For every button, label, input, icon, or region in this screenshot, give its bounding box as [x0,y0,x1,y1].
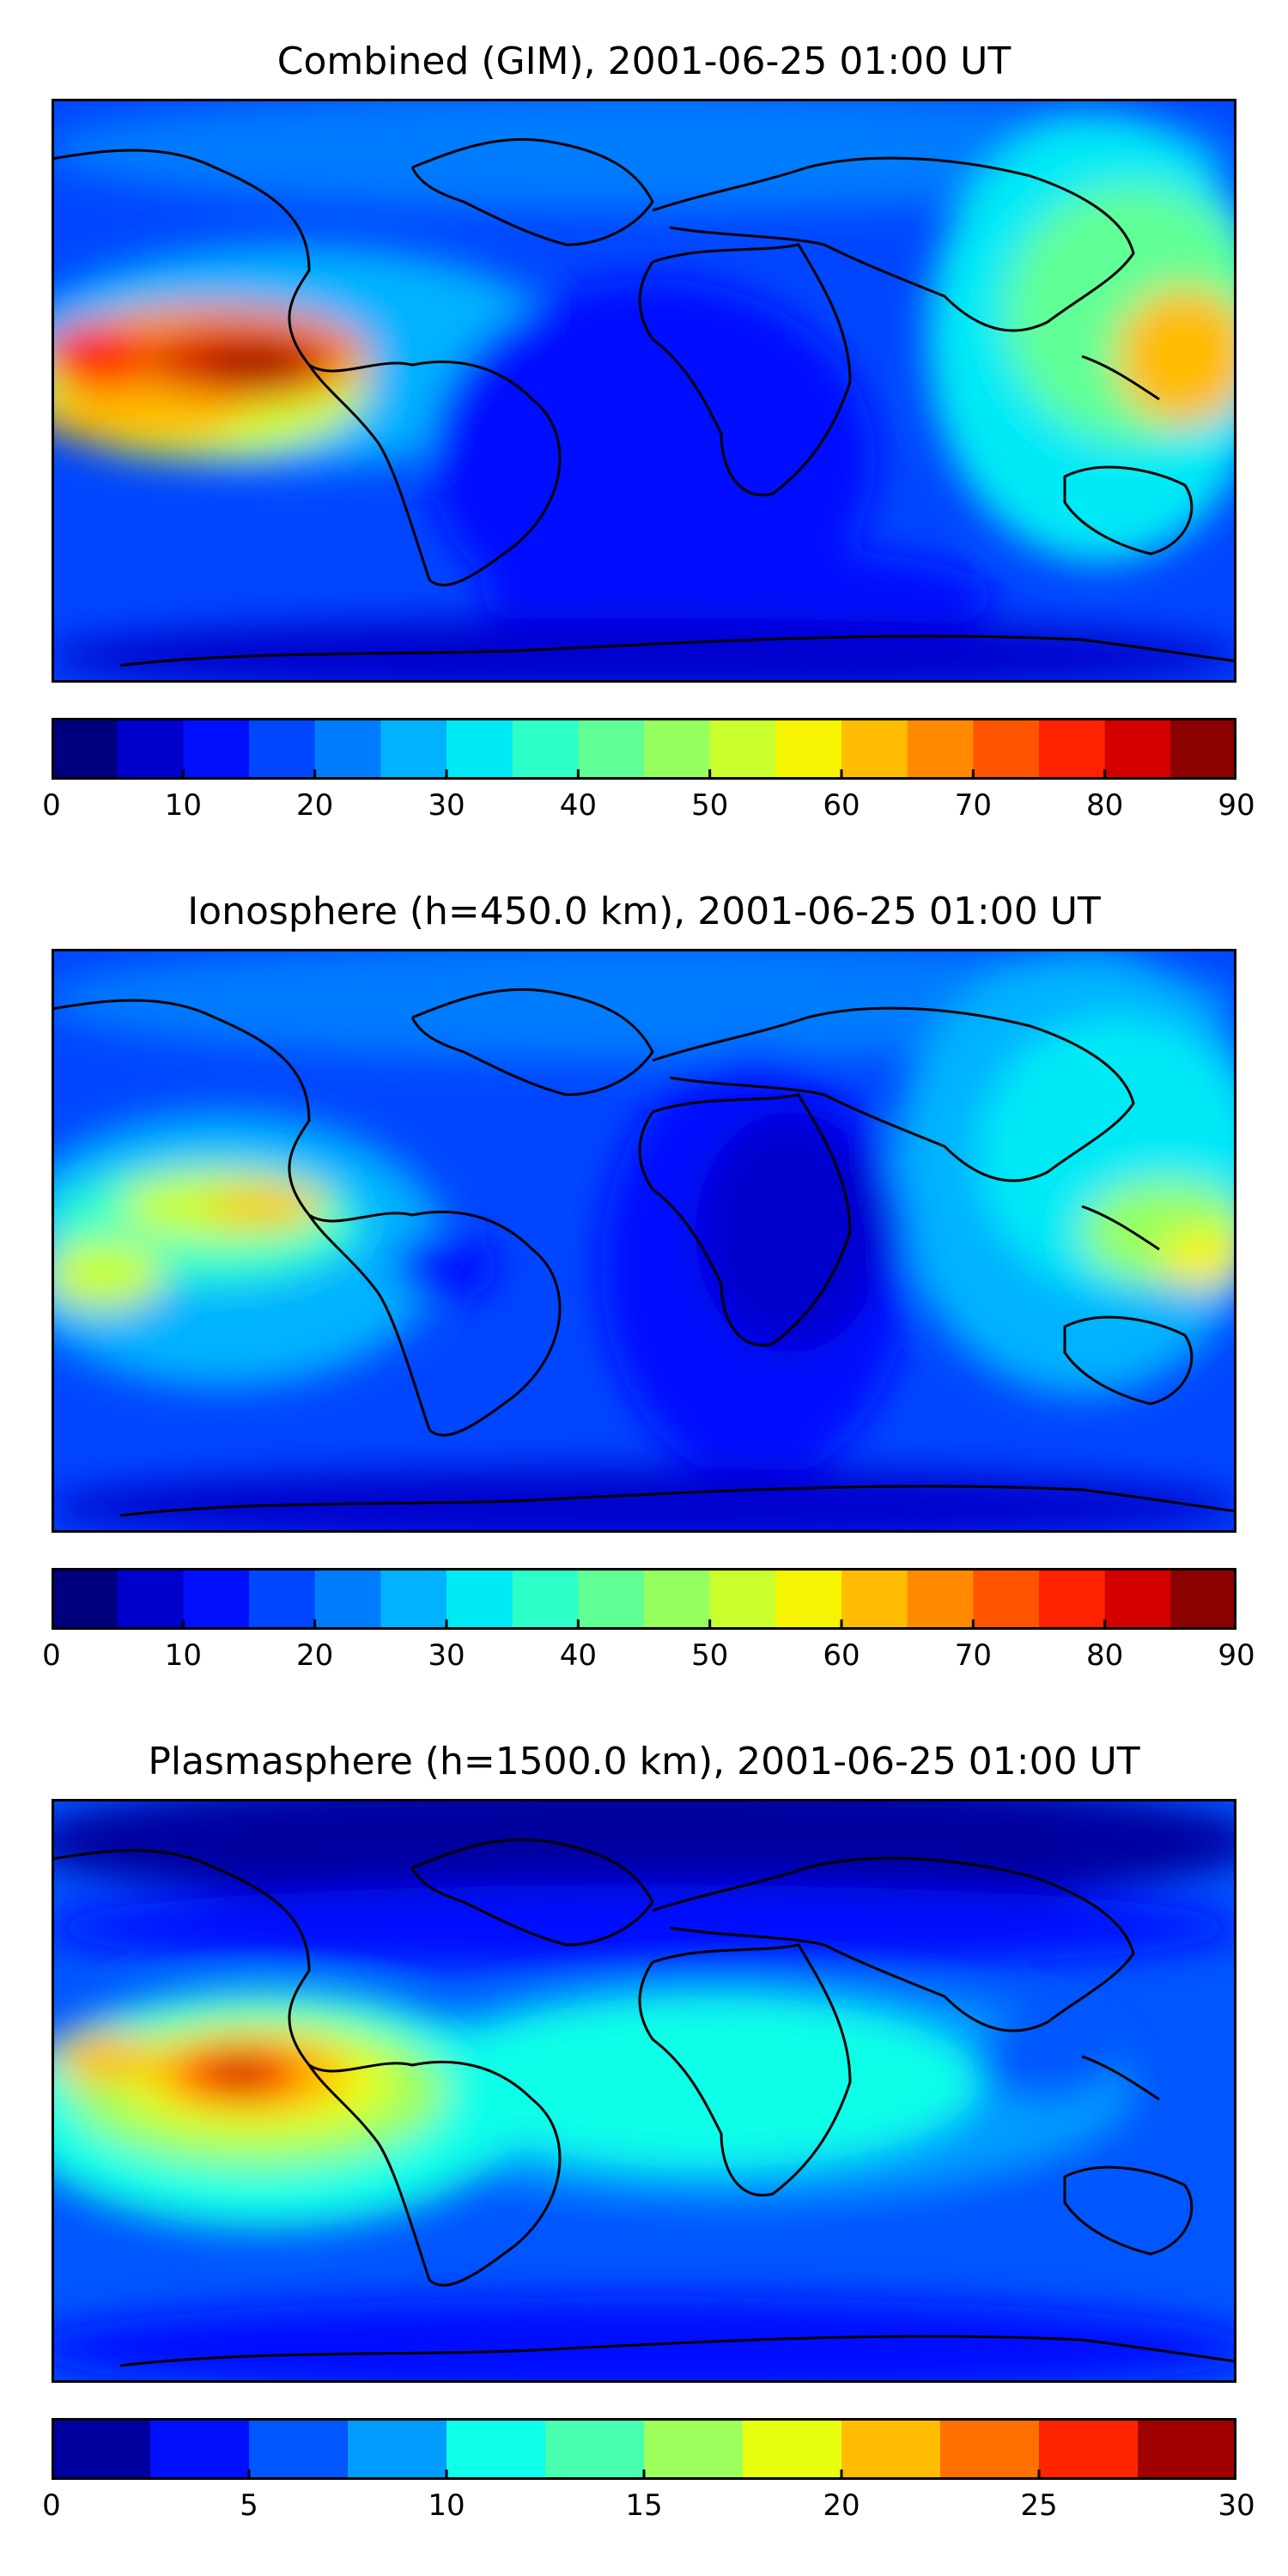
colorbar-segment [709,1568,776,1630]
colorbar-tick-label: 40 [559,788,597,823]
colorbar-tick-label: 60 [823,1638,860,1673]
colorbar-segment [907,718,974,780]
colorbar-segment [314,718,381,780]
colorbar-segment [380,718,447,780]
colorbar-tick-label: 80 [1086,788,1124,823]
colorbar-segment [1104,718,1171,780]
colorbar-tick-label: 10 [428,2488,465,2523]
colorbar-tick-label: 20 [296,788,334,823]
colorbar-segment [743,2418,842,2480]
colorbar-tick-label: 10 [164,1638,202,1673]
colorbar-tick-label: 20 [823,2488,860,2523]
colorbar-segment [578,718,645,780]
panel-title-plasmasphere: Plasmasphere (h=1500.0 km), 2001-06-25 0… [148,1740,1140,1783]
colorbar-segment [117,1568,184,1630]
colorbar-tick-label: 50 [691,1638,729,1673]
colorbar-tick-label: 80 [1086,1638,1124,1673]
colorbar-segment [644,718,711,780]
colorbar-segment [841,718,908,780]
coastlines [52,1838,1236,2367]
colorbar-tick-label: 25 [1020,2488,1058,2523]
map-combined [52,99,1236,683]
colorbar-segment [1170,1568,1236,1630]
colorbar-tick-label: 30 [428,788,465,823]
colorbar-segment [1138,2418,1236,2480]
colorbar-segment [644,1568,711,1630]
colorbar-segment [775,718,842,780]
colorbar-segment [52,2418,151,2480]
colorbar-ionosphere [52,1568,1236,1630]
colorbar-tick-label: 70 [954,1638,992,1673]
colorbar-combined [52,718,1236,780]
colorbar-segment [841,2418,941,2480]
colorbar-segment [644,2418,744,2480]
colorbar-segment [249,2418,349,2480]
colorbar-segment [249,1568,316,1630]
colorbar-tick-label: 10 [164,788,202,823]
colorbar-segment [1170,718,1236,780]
colorbar-segment [52,1568,118,1630]
colorbar-segment [973,1568,1040,1630]
colorbar-tick-label: 5 [240,2488,258,2523]
coastlines [52,987,1236,1517]
colorbar-segment [380,1568,447,1630]
colorbar-segment [512,1568,579,1630]
panel-title-ionosphere: Ionosphere (h=450.0 km), 2001-06-25 01:0… [187,890,1101,933]
map-ionosphere [52,949,1236,1533]
colorbar-tick-label: 20 [296,1638,334,1673]
map-plasmasphere [52,1799,1236,2383]
colorbar-segment [348,2418,447,2480]
colorbar-segment [150,2418,250,2480]
colorbar-segment [52,718,118,780]
colorbar-tick-label: 90 [1218,1638,1255,1673]
colorbar-tick-label: 0 [42,1638,61,1673]
colorbar-segment [1039,1568,1106,1630]
colorbar-tick-label: 50 [691,788,729,823]
colorbar-plasmasphere [52,2418,1236,2480]
colorbar-tick-label: 40 [559,1638,597,1673]
colorbar-tick-label: 70 [954,788,992,823]
colorbar-segment [709,718,776,780]
colorbar-tick-label: 60 [823,788,860,823]
colorbar-tick-label: 0 [42,788,61,823]
colorbar-segment [447,718,513,780]
colorbar-tick-label: 30 [428,1638,465,1673]
colorbar-segment [1039,718,1106,780]
colorbar-segment [973,718,1040,780]
colorbar-segment [314,1568,381,1630]
colorbar-segment [117,718,184,780]
colorbar-segment [1104,1568,1171,1630]
colorbar-segment [578,1568,645,1630]
colorbar-segment [249,718,316,780]
colorbar-tick-label: 15 [625,2488,663,2523]
colorbar-segment [512,718,579,780]
colorbar-segment [545,2418,645,2480]
colorbar-segment [940,2418,1040,2480]
colorbar-segment [447,2418,546,2480]
colorbar-segment [907,1568,974,1630]
colorbar-segment [775,1568,842,1630]
colorbar-tick-label: 30 [1218,2488,1255,2523]
colorbar-segment [1039,2418,1139,2480]
coastlines [52,137,1236,667]
colorbar-tick-label: 90 [1218,788,1255,823]
colorbar-segment [841,1568,908,1630]
colorbar-segment [183,718,250,780]
colorbar-tick-label: 0 [42,2488,61,2523]
colorbar-segment [447,1568,513,1630]
colorbar-segment [183,1568,250,1630]
panel-title-combined: Combined (GIM), 2001-06-25 01:00 UT [276,39,1012,83]
